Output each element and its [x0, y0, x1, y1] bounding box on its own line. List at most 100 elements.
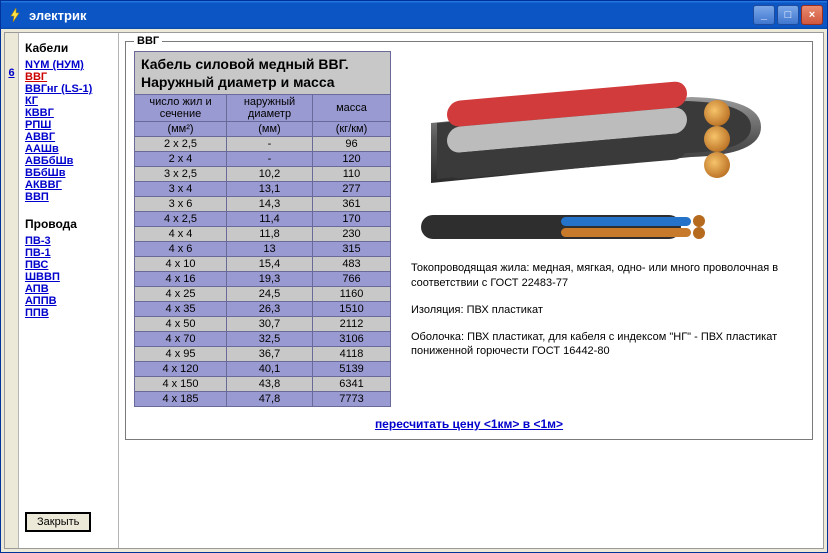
table-cell: 4118	[313, 347, 391, 362]
table-cell: 4 х 120	[135, 362, 227, 377]
table-cell: 4 х 70	[135, 332, 227, 347]
table-cell: 4 х 50	[135, 317, 227, 332]
table-cell: 4 х 185	[135, 392, 227, 407]
table-cell: 11,4	[227, 212, 313, 227]
cable-description: Токопроводящая жила: медная, мягкая, одн…	[411, 261, 804, 359]
desc-insulation: Изоляция: ПВХ пластикат	[411, 303, 804, 318]
minimize-button[interactable]: _	[753, 5, 775, 25]
window-close-button[interactable]: ×	[801, 5, 823, 25]
sidebar-item-cable[interactable]: ВВГнг (LS-1)	[25, 83, 92, 95]
th-u3: (кг/км)	[313, 122, 391, 137]
sidebar-item-wire[interactable]: АПВ	[25, 283, 49, 295]
sidebar-item-cable[interactable]: NYM (НУМ)	[25, 59, 84, 71]
table-cell: 5139	[313, 362, 391, 377]
table-cell: -	[227, 137, 313, 152]
sidebar-item-cable[interactable]: РПШ	[25, 119, 51, 131]
sidebar-item-wire[interactable]: АППВ	[25, 295, 57, 307]
sidebar-item-cable[interactable]: АВБбШв	[25, 155, 73, 167]
table-cell: 10,2	[227, 167, 313, 182]
table-cell: 766	[313, 272, 391, 287]
table-cell: 1510	[313, 302, 391, 317]
table-cell: 4 х 10	[135, 257, 227, 272]
sidebar-item-cable[interactable]: ВВГ	[25, 71, 47, 83]
sidebar-item-wire[interactable]: ПВС	[25, 259, 48, 271]
table-cell: 170	[313, 212, 391, 227]
table-cell: 361	[313, 197, 391, 212]
table-cell: 4 х 16	[135, 272, 227, 287]
client-area: 6 Кабели NYM (НУМ)ВВГВВГнг (LS-1)КГКВВГР…	[4, 32, 824, 549]
sidebar-item-cable[interactable]: ААШв	[25, 143, 59, 155]
table-cell: 4 х 6	[135, 242, 227, 257]
table-cell: 483	[313, 257, 391, 272]
content: ВВГ Кабель силовой медный ВВГ. Наружный …	[119, 33, 823, 548]
table-cell: 40,1	[227, 362, 313, 377]
table-cell: 43,8	[227, 377, 313, 392]
table-cell: 6341	[313, 377, 391, 392]
left-gutter: 6	[5, 33, 19, 548]
table-cell: 36,7	[227, 347, 313, 362]
cable-table: число жил и сечение наружный диаметр мас…	[134, 94, 391, 407]
cables-heading: Кабели	[25, 41, 112, 55]
table-row: 4 х 7032,53106	[135, 332, 391, 347]
table-cell: 26,3	[227, 302, 313, 317]
table-cell: 315	[313, 242, 391, 257]
table-cell: 2 х 2,5	[135, 137, 227, 152]
sidebar-item-wire[interactable]: ШВВП	[25, 271, 60, 283]
table-cell: 11,8	[227, 227, 313, 242]
sidebar-item-cable[interactable]: АВВГ	[25, 131, 55, 143]
table-cell: 47,8	[227, 392, 313, 407]
table-row: 4 х 5030,72112	[135, 317, 391, 332]
table-cell: 110	[313, 167, 391, 182]
group-legend: ВВГ	[134, 35, 162, 47]
table-title: Кабель силовой медный ВВГ. Наружный диам…	[134, 51, 391, 94]
th-mass: масса	[313, 95, 391, 122]
th-u2: (мм)	[227, 122, 313, 137]
recalc-link[interactable]: пересчитать цену <1км> в <1м>	[375, 417, 563, 431]
table-cell: 120	[313, 152, 391, 167]
wires-list: ПВ-3ПВ-1ПВСШВВПАПВАППВППВ	[25, 235, 112, 319]
table-row: 4 х 15043,86341	[135, 377, 391, 392]
sidebar-item-cable[interactable]: КГ	[25, 95, 38, 107]
sidebar-item-wire[interactable]: ПВ-1	[25, 247, 51, 259]
table-row: 2 х 4-120	[135, 152, 391, 167]
sidebar-item-wire[interactable]: ПВ-3	[25, 235, 51, 247]
table-cell: 277	[313, 182, 391, 197]
table-row: 3 х 2,510,2110	[135, 167, 391, 182]
maximize-button[interactable]: □	[777, 5, 799, 25]
table-row: 3 х 614,3361	[135, 197, 391, 212]
table-cell: 7773	[313, 392, 391, 407]
cables-list: NYM (НУМ)ВВГВВГнг (LS-1)КГКВВГРПШАВВГААШ…	[25, 59, 112, 203]
desc-conductor: Токопроводящая жила: медная, мягкая, одн…	[411, 261, 804, 291]
cable-group: ВВГ Кабель силовой медный ВВГ. Наружный …	[125, 35, 813, 440]
table-cell: 4 х 25	[135, 287, 227, 302]
table-cell: 13,1	[227, 182, 313, 197]
th-cores: число жил и сечение	[135, 95, 227, 122]
table-cell: 4 х 95	[135, 347, 227, 362]
sidebar-item-wire[interactable]: ППВ	[25, 307, 49, 319]
window-buttons: _ □ ×	[753, 5, 823, 25]
sidebar-item-cable[interactable]: АКВВГ	[25, 179, 62, 191]
table-title-l2: Наружный диаметр и масса	[141, 74, 335, 90]
titlebar[interactable]: электрик _ □ ×	[1, 1, 827, 29]
table-cell: 4 х 150	[135, 377, 227, 392]
left-gutter-label: 6	[8, 67, 14, 79]
sidebar: Кабели NYM (НУМ)ВВГВВГнг (LS-1)КГКВВГРПШ…	[19, 33, 119, 548]
th-u1: (мм²)	[135, 122, 227, 137]
table-row: 4 х 9536,74118	[135, 347, 391, 362]
sidebar-item-cable[interactable]: ВВП	[25, 191, 49, 203]
table-cell: 30,7	[227, 317, 313, 332]
th-diam: наружный диаметр	[227, 95, 313, 122]
table-cell: 96	[313, 137, 391, 152]
table-cell: 3106	[313, 332, 391, 347]
close-button[interactable]: Закрыть	[25, 512, 91, 532]
table-cell: 19,3	[227, 272, 313, 287]
table-cell: 15,4	[227, 257, 313, 272]
sidebar-item-cable[interactable]: КВВГ	[25, 107, 54, 119]
cable-cross-section-image	[411, 51, 771, 201]
table-cell: -	[227, 152, 313, 167]
sidebar-item-cable[interactable]: ВБбШв	[25, 167, 65, 179]
table-row: 4 х 18547,87773	[135, 392, 391, 407]
table-cell: 13	[227, 242, 313, 257]
table-cell: 14,3	[227, 197, 313, 212]
table-row: 4 х 613315	[135, 242, 391, 257]
